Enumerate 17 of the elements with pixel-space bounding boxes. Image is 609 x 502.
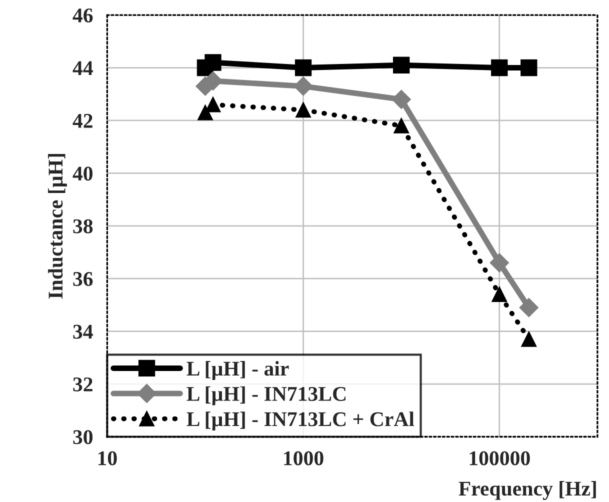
y-tick-label: 46 [72, 8, 93, 22]
y-tick-label: 32 [73, 377, 92, 392]
legend-label: L [µH] - IN713LC + CrAl [186, 412, 414, 430]
legend-label: L [µH] - IN713LC [186, 386, 346, 406]
y-tick-label: 44 [72, 61, 93, 75]
y-tick-label: 34 [73, 324, 93, 339]
y-tick-label: 38 [73, 219, 93, 234]
y-tick-label: 42 [72, 114, 92, 128]
legend-label: L [µH] - air [186, 361, 289, 380]
y-axis-title: Inductance [µH] [48, 154, 67, 299]
y-tick-label: 36 [73, 272, 93, 286]
y-tick-label: 40 [72, 166, 92, 181]
x-tick-label: 10 [98, 451, 117, 466]
y-tick-label: 30 [73, 430, 92, 444]
x-tick-label: 100000 [470, 451, 530, 466]
x-tick-label: 1000 [284, 451, 324, 466]
x-axis-title: Frequency [Hz] [458, 481, 596, 500]
